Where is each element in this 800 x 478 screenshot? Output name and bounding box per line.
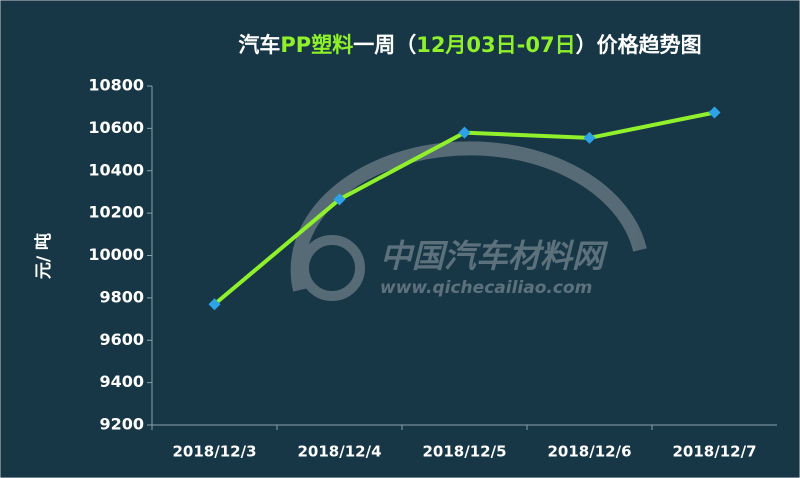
- marker: [583, 131, 596, 144]
- x-tick-label: 2018/12/7: [672, 443, 756, 461]
- y-tick-label: 9600: [99, 330, 144, 349]
- y-tick-label: 10200: [88, 203, 144, 222]
- x-tick-label: 2018/12/6: [547, 443, 631, 461]
- marker: [708, 106, 721, 119]
- watermark-arc: [290, 141, 647, 292]
- marker: [458, 126, 471, 139]
- title-part: 一周（: [353, 33, 416, 57]
- title-part: PP塑料: [280, 33, 353, 57]
- x-tick-label: 2018/12/3: [172, 443, 256, 461]
- y-tick-label: 10600: [88, 118, 144, 137]
- marker: [208, 298, 221, 311]
- y-tick-label: 10000: [88, 245, 144, 264]
- y-tick-label: 9200: [99, 415, 144, 434]
- y-tick-label: 10800: [88, 76, 144, 95]
- y-tick-label: 9800: [99, 287, 144, 306]
- watermark-logo: [299, 235, 365, 301]
- y-tick-label: 9400: [99, 372, 144, 391]
- watermark: 中国汽车材料网 www.qichecailiao.com: [290, 141, 647, 301]
- marker: [333, 193, 346, 206]
- watermark-name: 中国汽车材料网: [380, 237, 609, 275]
- title-part: ）价格趋势图: [576, 33, 702, 57]
- x-tick-label: 2018/12/4: [297, 443, 381, 461]
- x-tick-label: 2018/12/5: [422, 443, 506, 461]
- y-axis-label: 元/ 吨: [33, 233, 54, 279]
- watermark-url: www.qichecailiao.com: [380, 278, 592, 298]
- title-part: 12月03日-07日: [416, 33, 575, 57]
- y-tick-label: 10400: [88, 160, 144, 179]
- chart-title: 汽车PP塑料一周（12月03日-07日）价格趋势图: [238, 33, 701, 57]
- title-part: 汽车: [238, 33, 280, 57]
